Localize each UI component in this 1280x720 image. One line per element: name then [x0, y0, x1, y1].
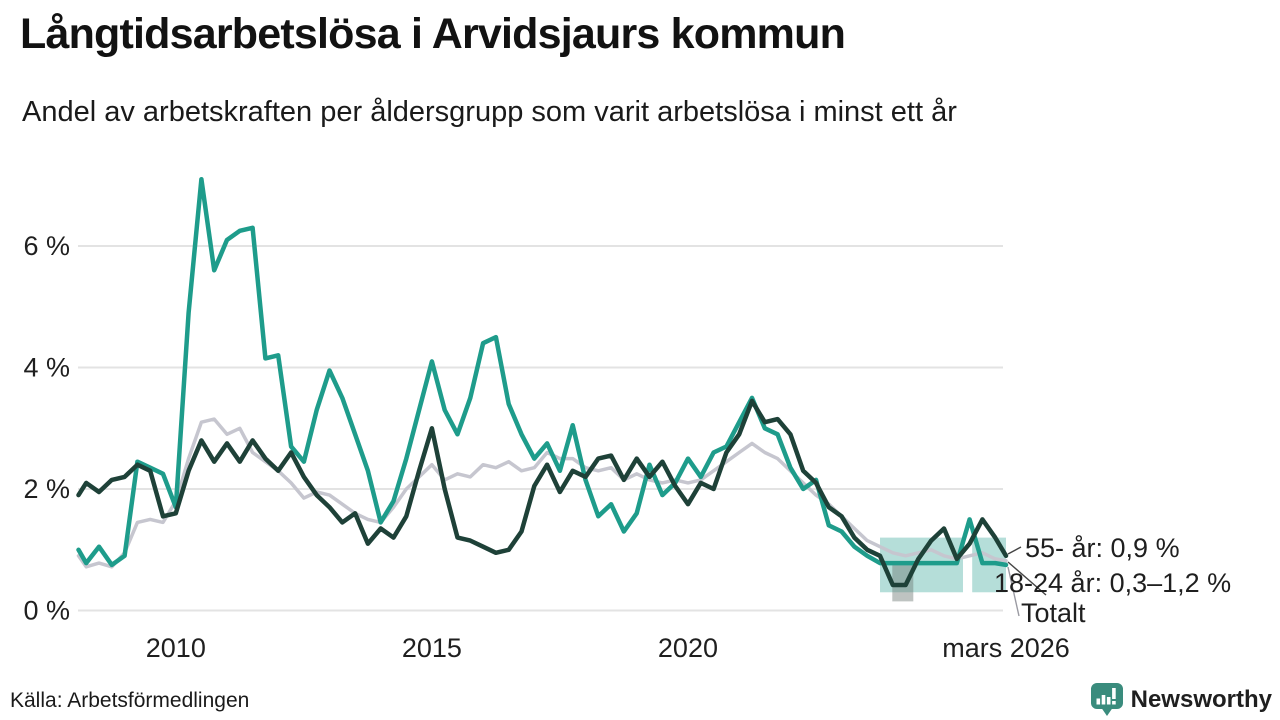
leader-line-18-24: [1007, 561, 1047, 596]
annotation-label-18-24: 18-24 år: 0,3–1,2 %: [994, 568, 1231, 598]
exclamation-dot: [1111, 701, 1116, 705]
newsworthy-logo-text: Newsworthy: [1130, 686, 1272, 713]
series-line-totalt: [76, 417, 1008, 569]
y-tick-label: 6 %: [23, 231, 70, 261]
leader-line-55: [1007, 546, 1022, 555]
newsworthy-logo-icon: [1090, 683, 1123, 716]
source-note: Källa: Arbetsförmedlingen: [10, 689, 250, 712]
y-tick-label: 4 %: [23, 353, 70, 383]
x-tick-label: mars 2026: [942, 633, 1070, 663]
annotation-label-totalt: Totalt: [1021, 598, 1086, 628]
bar-2: [1101, 695, 1105, 705]
series-line-18-24-r: [76, 176, 1009, 568]
annotation-label-55: 55- år: 0,9 %: [1025, 533, 1180, 563]
x-tick-label: 2020: [658, 633, 718, 663]
series-line-55-r: [76, 398, 1009, 588]
bar-1: [1096, 698, 1100, 705]
x-tick-label: 2010: [146, 633, 206, 663]
chart-subtitle: Andel av arbetskraften per åldersgrupp s…: [22, 96, 957, 128]
leader-line-totalt: [1007, 566, 1020, 617]
bar-3: [1106, 697, 1111, 705]
y-tick-label: 0 %: [23, 596, 70, 626]
chart-title: Långtidsarbetslösa i Arvidsjaurs kommun: [20, 10, 846, 58]
y-tick-label: 2 %: [23, 474, 70, 504]
line-chart: 0 % 2 % 4 % 6 % 2010 2015 2020 mars 2026 55- år…: [23, 176, 1231, 663]
exclamation-stroke: [1111, 688, 1116, 699]
x-tick-label: 2015: [402, 633, 462, 663]
newsworthy-logo: Newsworthy: [1089, 682, 1272, 718]
